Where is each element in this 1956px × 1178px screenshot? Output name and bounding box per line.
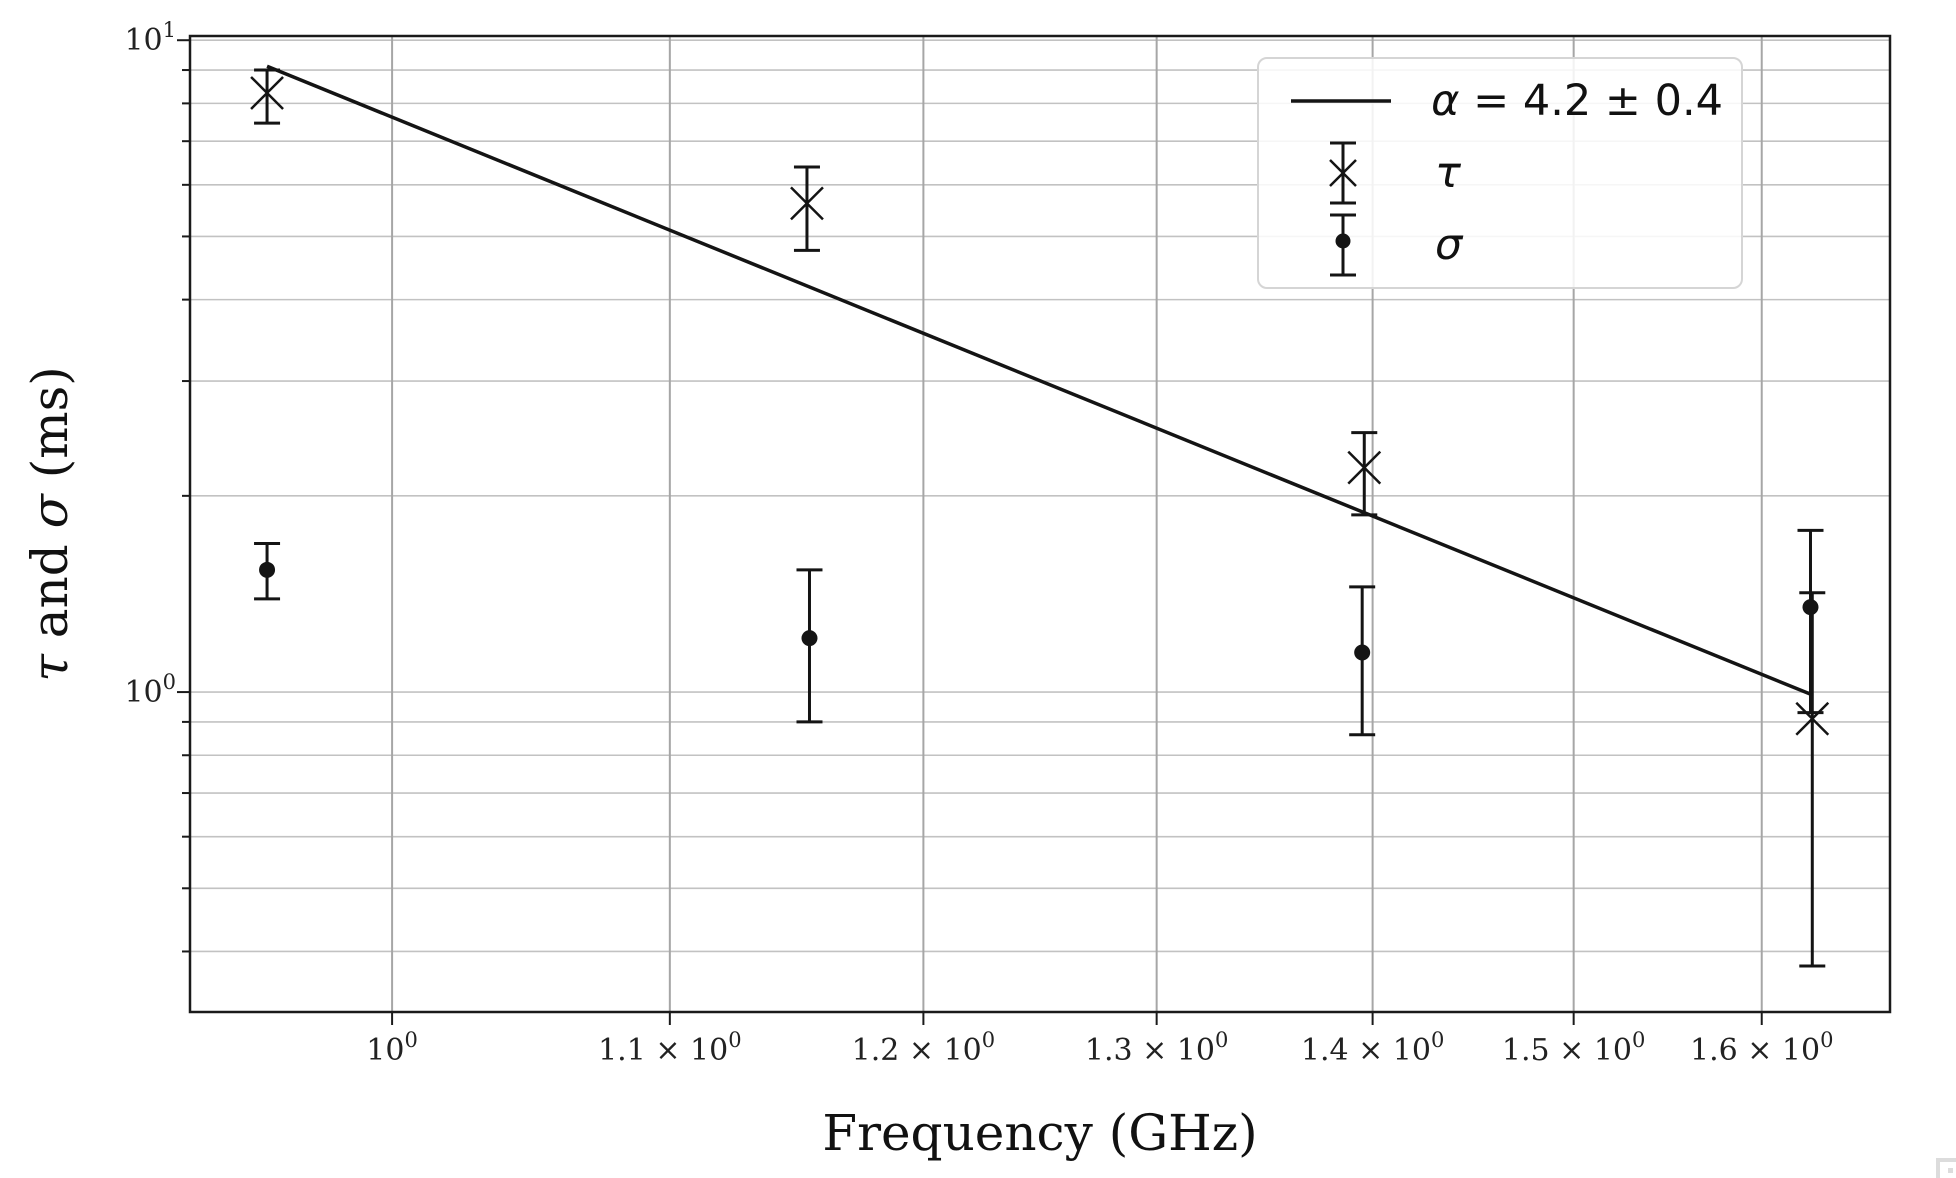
- x-tick-label: 1.6 × 100: [1690, 1028, 1833, 1068]
- legend-errorbar: [1329, 159, 1357, 187]
- x-tick-label: 1.4 × 100: [1301, 1028, 1444, 1068]
- x-axis-label: Frequency (GHz): [822, 1104, 1258, 1162]
- sigma-marker: [1802, 599, 1819, 616]
- x-tick-label: 1.1 × 100: [598, 1028, 741, 1068]
- tau-marker: [1347, 450, 1382, 485]
- fit-line: [266, 64, 1813, 697]
- legend-handle: [1277, 209, 1409, 281]
- y-tick-label: 100: [124, 670, 176, 710]
- sigma-marker: [259, 561, 276, 578]
- sigma-marker: [801, 630, 818, 647]
- tau-marker: [250, 76, 284, 110]
- y-axis-label-part: and: [21, 528, 79, 655]
- resize-corner-artifact: [1936, 1158, 1956, 1178]
- legend-entry-line: α = 4.2 ± 0.4: [1277, 65, 1723, 137]
- legend-entry-doterr: σ: [1277, 209, 1723, 281]
- legend-symbol: τ: [1435, 148, 1461, 198]
- y-axis-label: τ and σ (ms): [21, 366, 79, 682]
- y-tick-label: 101: [124, 18, 176, 58]
- legend-handle: [1277, 137, 1409, 209]
- tau-marker: [1795, 701, 1830, 736]
- legend-symbol: α: [1431, 76, 1460, 126]
- legend-sigma-marker-icon: [1330, 213, 1356, 277]
- legend-line-swatch: [1291, 99, 1392, 103]
- y-axis-label-part: (ms): [21, 366, 79, 495]
- legend-symbol: σ: [1435, 220, 1463, 270]
- x-tick-label: 1.3 × 100: [1085, 1028, 1228, 1068]
- x-tick-label: 1.5 × 100: [1502, 1028, 1645, 1068]
- legend-label: τ: [1435, 148, 1461, 198]
- legend-label: α = 4.2 ± 0.4: [1431, 76, 1723, 126]
- legend: α = 4.2 ± 0.4 τ σ: [1257, 57, 1743, 289]
- legend-dot: [1335, 233, 1351, 249]
- sigma-marker: [1354, 644, 1371, 661]
- tau-marker: [790, 186, 824, 221]
- resize-corner-dot: [1948, 1168, 1953, 1173]
- legend-label: σ: [1435, 220, 1462, 270]
- legend-entry-xerr: τ: [1277, 137, 1723, 209]
- legend-handle: [1277, 97, 1405, 105]
- legend-tau-marker-icon: [1329, 141, 1357, 205]
- x-tick-label: 1.2 × 100: [852, 1028, 995, 1068]
- plot-border: [188, 34, 1892, 1014]
- x-tick-label: 100: [366, 1028, 418, 1068]
- y-axis-label-part: σ: [21, 494, 79, 529]
- y-axis-label-part: τ: [21, 654, 79, 682]
